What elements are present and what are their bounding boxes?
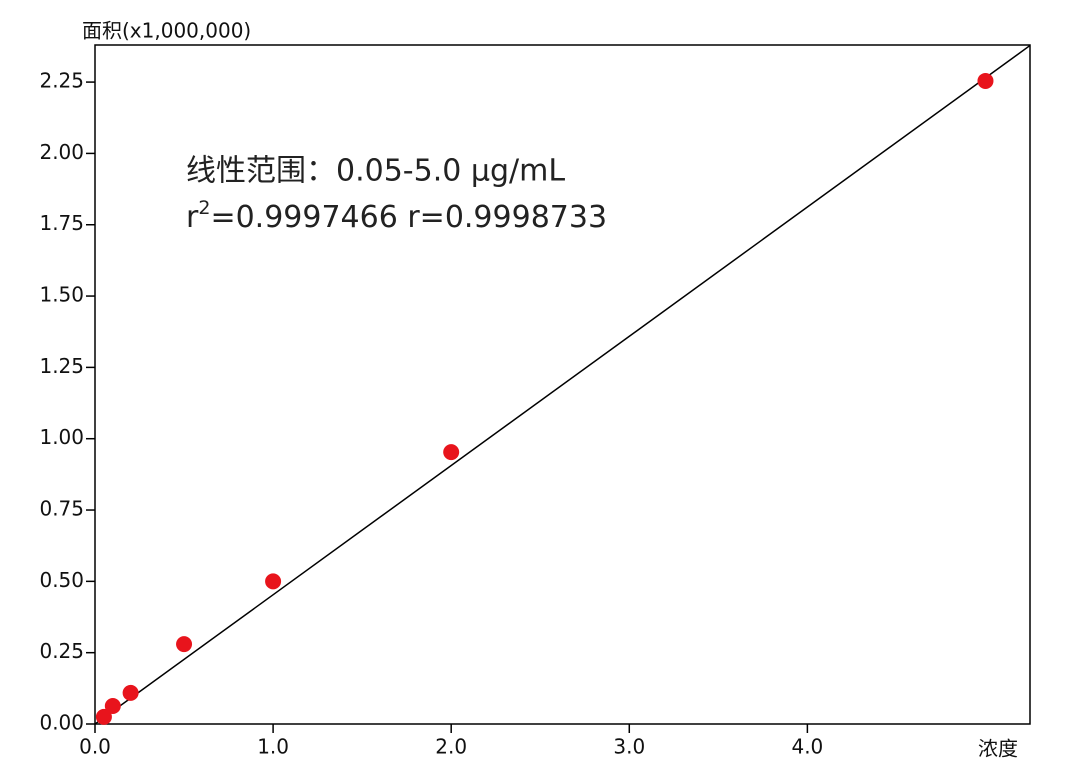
annotation: 线性范围：0.05-5.0 μg/mL — [186, 154, 565, 189]
y-tick-label: 1.50 — [39, 283, 84, 307]
plot-frame — [94, 44, 1031, 725]
y-tick-label: 1.25 — [39, 354, 84, 378]
x-tick-label: 0.0 — [79, 735, 111, 759]
x-tick-label: 3.0 — [613, 735, 645, 759]
x-tick-label: 4.0 — [791, 735, 823, 759]
y-tick-label: 0.00 — [39, 711, 84, 735]
y-tick-label: 2.00 — [39, 140, 84, 164]
y-axis-label: 面积(x1,000,000) — [82, 19, 251, 43]
point — [265, 573, 282, 590]
y-tick-label: 1.75 — [39, 211, 84, 235]
point — [977, 72, 994, 89]
fit-line — [95, 45, 1030, 724]
annotation-sup: 2 — [198, 197, 210, 219]
point — [104, 698, 121, 715]
point — [176, 636, 193, 653]
y-tick-label: 1.00 — [39, 425, 84, 449]
point — [122, 684, 139, 701]
point — [95, 708, 112, 725]
annotation: r2=0.9997466 r=0.9998733 — [186, 197, 607, 235]
x-tick-label: 2.0 — [435, 735, 467, 759]
y-tick-label: 0.50 — [39, 568, 84, 592]
x-tick-label: 1.0 — [257, 735, 289, 759]
y-tick-label: 2.25 — [39, 69, 84, 93]
y-tick-label: 0.25 — [39, 639, 84, 663]
y-tick-label: 0.75 — [39, 497, 84, 521]
x-axis-label: 浓度 — [978, 737, 1018, 761]
annotation-part: =0.9997466 r=0.9998733 — [210, 200, 607, 235]
annotation-part: r — [186, 200, 199, 235]
point — [443, 444, 460, 461]
